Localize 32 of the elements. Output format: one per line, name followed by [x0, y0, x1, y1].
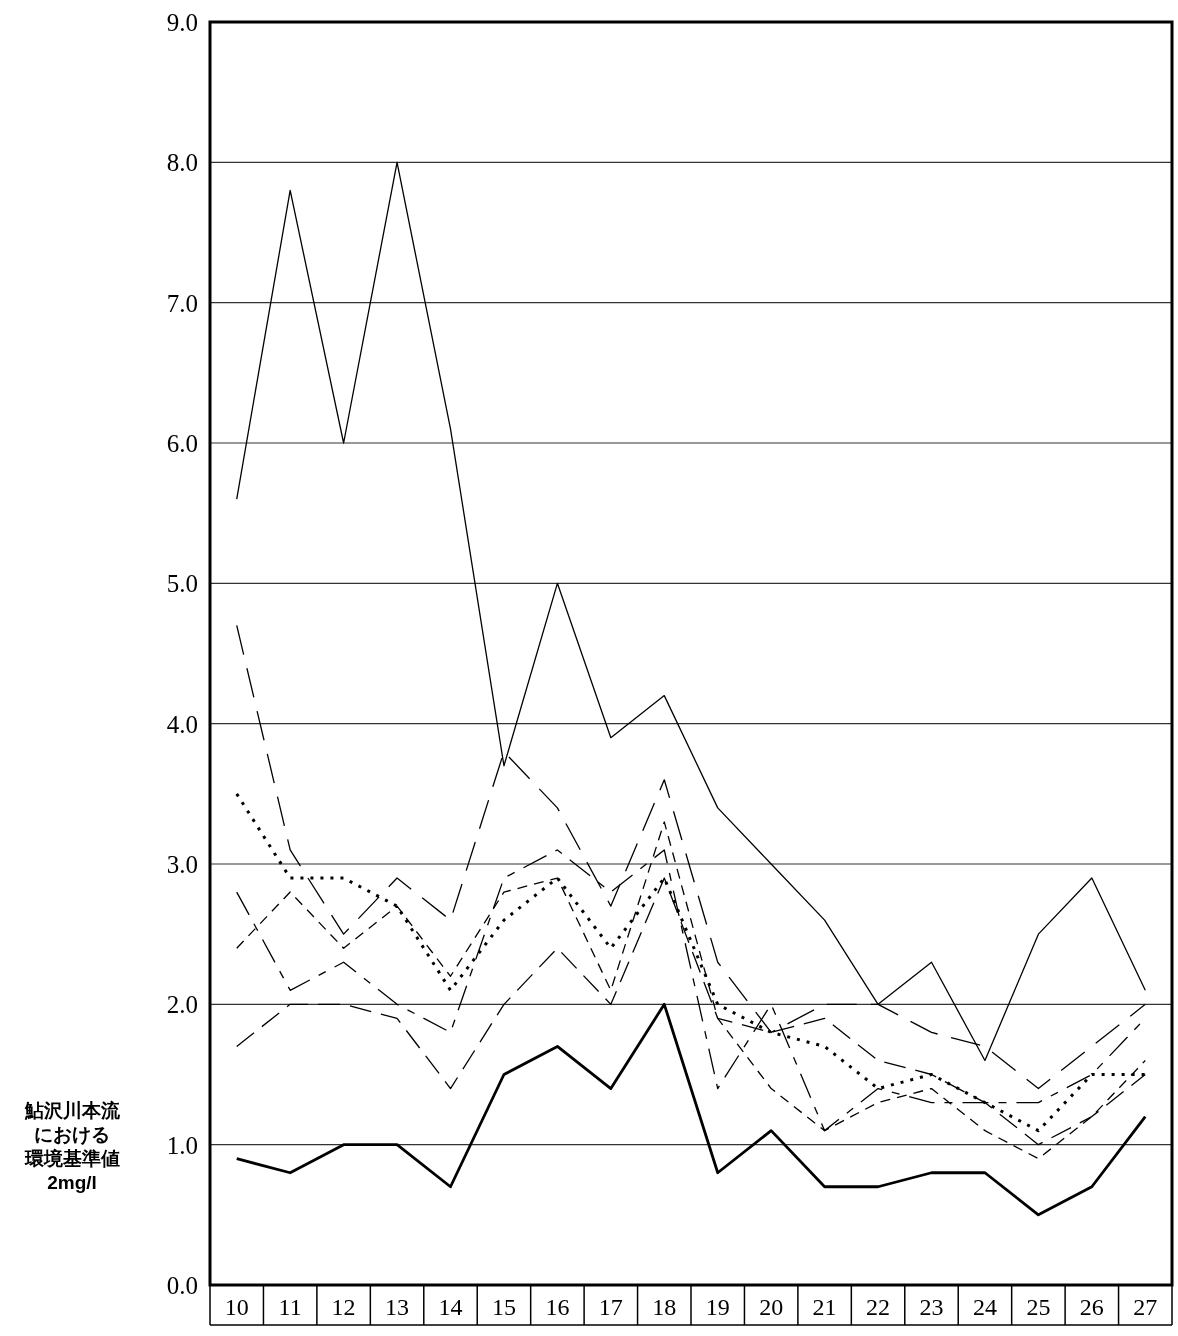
- text: 環境基準値: [23, 1148, 120, 1169]
- x-tick-label: 10: [224, 1294, 249, 1320]
- x-tick-label: 24: [972, 1294, 997, 1320]
- x-tick-label: 12: [331, 1294, 356, 1320]
- y-tick-label: 2.0: [166, 991, 198, 1019]
- y-tick-label: 0.0: [166, 1272, 198, 1299]
- x-tick-label: 25: [1026, 1294, 1051, 1320]
- x-tick-label: 18: [652, 1294, 677, 1320]
- y-tick-label: 3.0: [166, 851, 198, 878]
- y-tick-label: 9.0: [166, 9, 198, 36]
- x-tick-label: 26: [1079, 1294, 1104, 1320]
- x-tick-label: 20: [759, 1294, 784, 1320]
- x-tick-label: 16: [545, 1294, 570, 1320]
- x-tick-label: 22: [866, 1294, 891, 1320]
- x-tick-label: 15: [491, 1294, 516, 1320]
- y-tick-label: 4.0: [166, 710, 198, 738]
- x-tick-label: 11: [278, 1294, 302, 1320]
- x-tick-label: 27: [1133, 1294, 1158, 1320]
- x-tick-label: 13: [385, 1294, 410, 1320]
- y-tick-label: 7.0: [166, 289, 198, 317]
- y-tick-label: 8.0: [166, 149, 198, 177]
- text: 鮎沢川本流: [23, 1100, 121, 1121]
- x-tick-label: 19: [705, 1294, 730, 1320]
- text: 2mg/l: [47, 1172, 97, 1193]
- y-tick-label: 6.0: [166, 430, 198, 457]
- x-tick-label: 17: [598, 1294, 623, 1320]
- text: における: [34, 1124, 110, 1145]
- x-tick-label: 21: [812, 1294, 837, 1320]
- x-tick-label: 14: [438, 1294, 463, 1320]
- y-tick-label: 1.0: [166, 1131, 198, 1159]
- y-tick-label: 5.0: [166, 570, 198, 598]
- x-tick-label: 23: [919, 1294, 944, 1320]
